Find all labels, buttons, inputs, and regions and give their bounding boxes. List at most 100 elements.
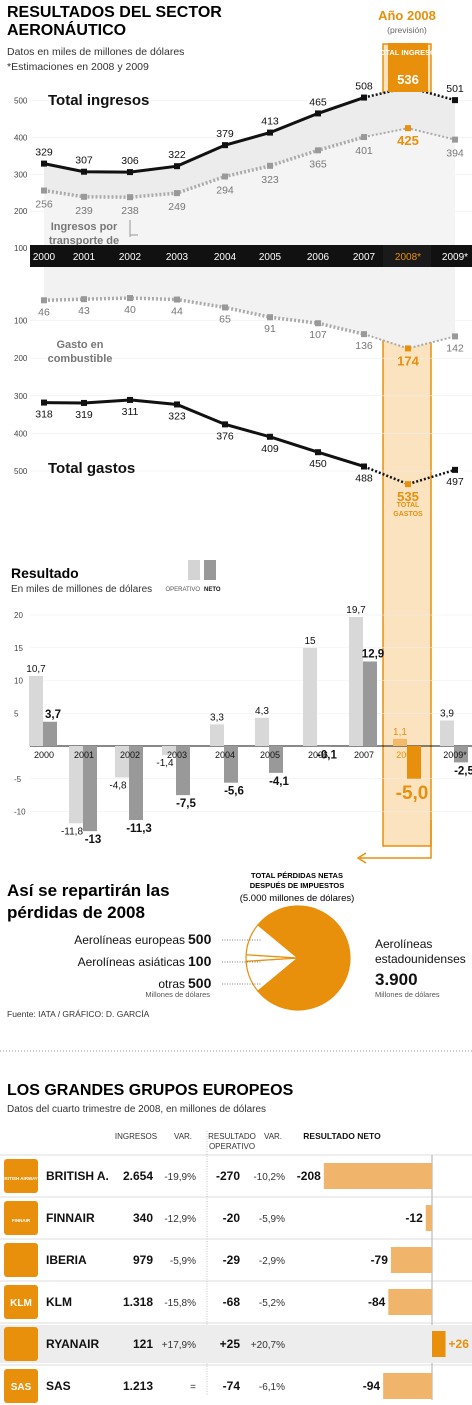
company-neto-label: -12 [405, 1211, 423, 1225]
passenger-income-point [405, 125, 411, 132]
total-income-point [267, 129, 273, 136]
company-ingresos: 2.654 [123, 1169, 153, 1183]
page-title-line2: AERONÁUTICO [7, 20, 126, 39]
year-axis-label: 2002 [119, 252, 142, 263]
result-category-label: 2000 [34, 750, 54, 760]
result-y-tick: 5 [14, 709, 19, 718]
bar-neto [407, 746, 421, 779]
expense-y-tick: 500 [14, 467, 28, 476]
year-axis-label: 2009* [442, 252, 468, 263]
company-var1: -5,9% [170, 1256, 196, 1267]
bar-operativo [303, 647, 317, 746]
income-y-tick: 100 [14, 244, 28, 253]
company-name: SAS [46, 1379, 71, 1393]
bar-neto-label: -5,0 [396, 783, 429, 804]
total-income-point [127, 169, 133, 176]
fuel-expense-point [405, 345, 411, 352]
total-income-value: 413 [261, 116, 279, 128]
company-var2: -5,2% [259, 1298, 285, 1309]
result-category-label: 2002 [120, 750, 140, 760]
result-category-label: 2005 [260, 750, 280, 760]
company-var1: +17,9% [162, 1340, 196, 1351]
total-income-point [174, 163, 180, 170]
passenger-income-point [361, 134, 367, 141]
year-axis-label: 2006 [307, 252, 330, 263]
total-expense-value: 497 [446, 476, 464, 488]
bar-operativo [69, 746, 83, 824]
result-y-tick: 10 [14, 677, 23, 686]
bar-neto [176, 746, 190, 796]
bar-neto-label: 3,7 [45, 709, 61, 721]
col-operativo-2: OPERATIVO [209, 1142, 255, 1151]
total-expense-point [315, 449, 321, 456]
company-neto-bar [390, 1247, 432, 1273]
passenger-area [44, 128, 455, 245]
bar-neto [363, 661, 377, 746]
bar-neto [43, 721, 57, 746]
total-expense-annotation-2: GASTOS [393, 511, 423, 518]
total-income-line [43, 96, 365, 174]
bar-operativo-label: -4,8 [109, 780, 127, 791]
total-expense-value: 409 [261, 443, 279, 455]
svg-text:transporte de: transporte de [49, 235, 119, 247]
total-income-2008-value: 536 [397, 72, 419, 87]
pie-unit-left: Millones de dólares [145, 990, 210, 999]
year-axis-label: 2007 [353, 252, 376, 263]
pie-slice-value: 500 [188, 975, 212, 991]
income-area [44, 87, 455, 198]
pie-slice [257, 905, 351, 1011]
highlight-subtitle: (previsión) [387, 25, 427, 35]
total-expense-point [127, 396, 133, 403]
year-axis-label: 2000 [33, 252, 56, 263]
total-income-value: 329 [35, 147, 53, 159]
fuel-expense-point [267, 314, 273, 321]
total-expense-point [267, 433, 273, 440]
passenger-income-point [174, 190, 180, 197]
total-income-point [222, 142, 228, 149]
legend-operativo-label: OPERATIVO [165, 587, 200, 593]
fuel-expense-point [222, 304, 228, 311]
fuel-expense-point [174, 296, 180, 303]
svg-text:combustible: combustible [48, 353, 113, 365]
passenger-income-value: 425 [397, 133, 419, 148]
pie-connector-line [360, 820, 432, 859]
source-credit: Fuente: IATA / GRÁFICO: D. GARCÍA [7, 1009, 150, 1019]
company-name: BRITISH A. [46, 1169, 109, 1183]
fuel-expense-value: 136 [355, 340, 373, 352]
finnair-logo-text: FINNAIR [12, 1218, 31, 1223]
result-category-label: 2003 [167, 750, 187, 760]
company-var1: = [190, 1382, 196, 1393]
legend-operativo-swatch [188, 560, 200, 580]
total-expense-point [222, 421, 228, 428]
table-row-highlight [0, 1325, 472, 1363]
pie-slice-label: otras [158, 977, 185, 991]
total-income-value: 379 [216, 128, 234, 140]
pie-title-line2: pérdidas de 2008 [7, 903, 145, 922]
total-expense-line-forecast [363, 465, 456, 486]
bar-operativo-label: -1,4 [156, 758, 174, 769]
total-expense-point [41, 399, 47, 406]
finnair-logo [4, 1201, 38, 1235]
british-airways-logo [4, 1159, 38, 1193]
bar-neto [129, 746, 143, 821]
highlight-title: Año 2008 [378, 8, 436, 23]
bar-neto [224, 746, 238, 783]
total-expense-point [81, 399, 87, 406]
total-expense-value: 319 [75, 409, 93, 421]
fuel-expense-point [127, 295, 133, 302]
passenger-income-value: 249 [168, 201, 186, 213]
company-name: FINNAIR [46, 1211, 95, 1225]
year-axis-label: 2008* [395, 252, 421, 263]
passenger-income-value: 256 [35, 199, 53, 211]
bar-neto-label: 12,9 [362, 649, 384, 661]
fuel-expense-value: 46 [38, 306, 50, 318]
result-category-label: 2006 [308, 750, 328, 760]
company-var1: -12,9% [164, 1214, 196, 1225]
ryanair-logo [4, 1327, 38, 1361]
fuel-expense-point [315, 320, 321, 327]
legend-neto-swatch [204, 560, 216, 580]
pie-slice-label: Aerolíneas europeas [74, 933, 185, 947]
total-expense-point [361, 463, 367, 470]
passenger-income-line [43, 135, 365, 199]
passenger-income-value: 294 [216, 185, 234, 197]
